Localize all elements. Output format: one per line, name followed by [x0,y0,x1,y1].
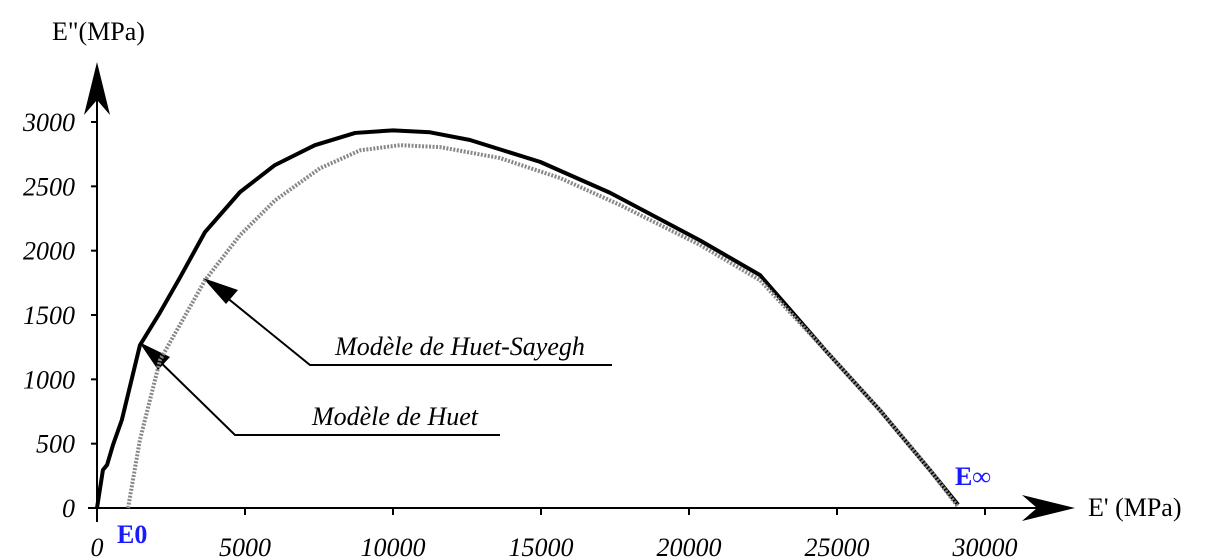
y-tick-label: 0 [62,494,75,523]
y-tick-label: 2500 [23,172,75,201]
x-tick-label: 0 [91,533,104,560]
y-tick-label: 500 [36,430,75,459]
x-tick-label: 15000 [509,533,574,560]
pointer-huet-sayegh [203,278,612,366]
series-label: Modèle de Huet [311,402,479,431]
x-tick-label: 20000 [657,533,722,560]
annotation: E0 [117,520,147,549]
annotation: E∞ [955,462,991,491]
y-axis-arrow [84,62,110,115]
x-tick-label: 10000 [361,533,426,560]
series-label: Modèle de Huet-Sayegh [334,332,585,361]
x-axis-label: E' (MPa) [1088,493,1182,522]
y-tick-label: 3000 [22,108,75,137]
x-tick-label: 25000 [805,533,870,560]
x-tick-label: 30000 [952,533,1018,560]
series-line [95,128,960,509]
pointer-huet [139,342,500,436]
x-axis-arrow [1022,495,1075,521]
series-line [126,143,960,509]
y-tick-label: 2000 [23,237,75,266]
y-tick-label: 1500 [23,301,75,330]
x-tick-label: 5000 [219,533,271,560]
y-tick-label: 1000 [23,365,75,394]
y-axis-label: E"(MPa) [52,17,145,46]
